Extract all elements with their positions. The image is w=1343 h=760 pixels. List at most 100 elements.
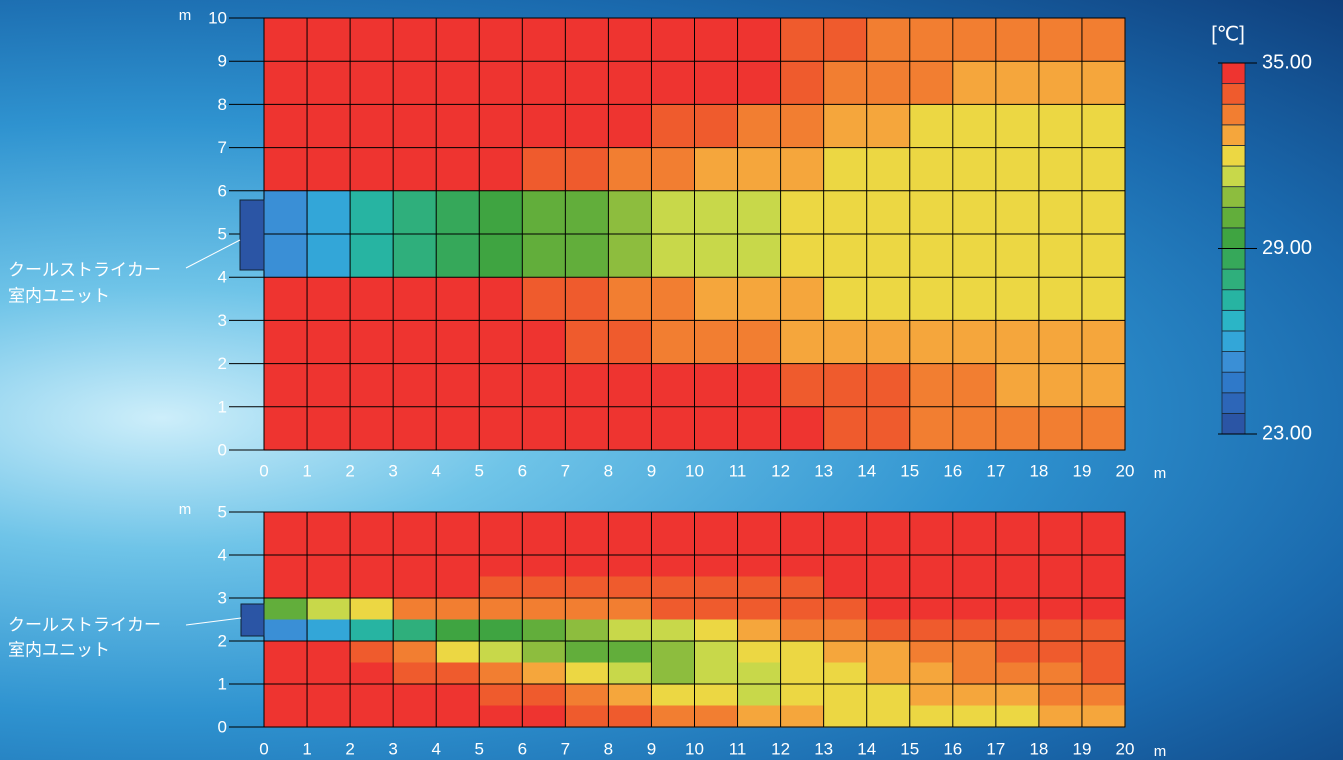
cell [479, 320, 523, 364]
colorbar-title: [℃] [1211, 23, 1245, 45]
cell [867, 148, 911, 192]
cell [824, 148, 868, 192]
cell [781, 234, 825, 278]
cell [264, 555, 308, 577]
cell [953, 148, 997, 192]
cell [393, 320, 437, 364]
cell [307, 534, 351, 556]
cell [307, 148, 351, 192]
cell [695, 104, 739, 148]
cell [393, 684, 437, 706]
cell [608, 104, 652, 148]
cell [393, 104, 437, 148]
cell [350, 277, 394, 321]
cell [608, 598, 652, 620]
annotation: 室内ユニット [8, 286, 110, 305]
cell [350, 577, 394, 599]
cell [824, 534, 868, 556]
cell [436, 18, 480, 62]
cell [307, 620, 351, 642]
cell [608, 191, 652, 235]
cell [436, 706, 480, 728]
cell [824, 320, 868, 364]
cell [824, 706, 868, 728]
colorbar-swatch [1222, 63, 1245, 84]
cell [651, 61, 695, 105]
cell [350, 320, 394, 364]
cell [781, 620, 825, 642]
cell [738, 663, 782, 685]
cell [608, 320, 652, 364]
cell [522, 663, 566, 685]
cell [1082, 684, 1126, 706]
cell [307, 191, 351, 235]
cell [996, 148, 1040, 192]
x-tick-label: 9 [647, 461, 656, 480]
annotation-line [186, 240, 240, 268]
x-tick-label: 6 [518, 739, 527, 758]
cell [910, 104, 954, 148]
cell [824, 641, 868, 663]
cell [824, 598, 868, 620]
cell [1039, 18, 1083, 62]
cell [695, 598, 739, 620]
cell [953, 277, 997, 321]
cell [781, 706, 825, 728]
cell [738, 320, 782, 364]
colorbar-swatch [1222, 249, 1245, 270]
cell [608, 577, 652, 599]
colorbar-tick-label: 23.00 [1262, 422, 1312, 444]
cell [565, 234, 609, 278]
cell [867, 320, 911, 364]
cell [608, 364, 652, 408]
cell [824, 277, 868, 321]
cell [479, 641, 523, 663]
y-tick-label: 10 [208, 8, 227, 27]
colorbar-tick-label: 35.00 [1262, 51, 1312, 73]
cell [953, 577, 997, 599]
cell [350, 234, 394, 278]
x-tick-label: 2 [345, 739, 354, 758]
cell [996, 684, 1040, 706]
cell [307, 512, 351, 534]
cell [651, 277, 695, 321]
colorbar-swatch [1222, 269, 1245, 290]
cell [738, 706, 782, 728]
cell [867, 598, 911, 620]
cell [307, 684, 351, 706]
cell [393, 277, 437, 321]
cell [608, 663, 652, 685]
cell [738, 620, 782, 642]
cell [264, 598, 308, 620]
x-tick-label: 4 [431, 739, 440, 758]
cell [565, 364, 609, 408]
cell [1039, 148, 1083, 192]
cell [953, 104, 997, 148]
y-tick-label: 8 [218, 95, 227, 114]
x-tick-label: 19 [1072, 739, 1091, 758]
cell [350, 555, 394, 577]
cell [910, 512, 954, 534]
cell [350, 61, 394, 105]
x-axis-label: m [1154, 465, 1167, 482]
cell [651, 620, 695, 642]
cell [436, 104, 480, 148]
cell [953, 234, 997, 278]
cell [824, 104, 868, 148]
cell [738, 191, 782, 235]
cell [695, 641, 739, 663]
y-tick-label: 6 [218, 181, 227, 200]
cell [824, 555, 868, 577]
cell [1082, 407, 1126, 451]
cell [781, 277, 825, 321]
y-tick-label: 4 [218, 268, 227, 287]
cell [953, 641, 997, 663]
cell [608, 534, 652, 556]
x-tick-label: 19 [1072, 461, 1091, 480]
cell [738, 148, 782, 192]
cell [307, 61, 351, 105]
x-tick-label: 10 [685, 739, 704, 758]
cell [953, 61, 997, 105]
cell [307, 641, 351, 663]
cell [781, 534, 825, 556]
